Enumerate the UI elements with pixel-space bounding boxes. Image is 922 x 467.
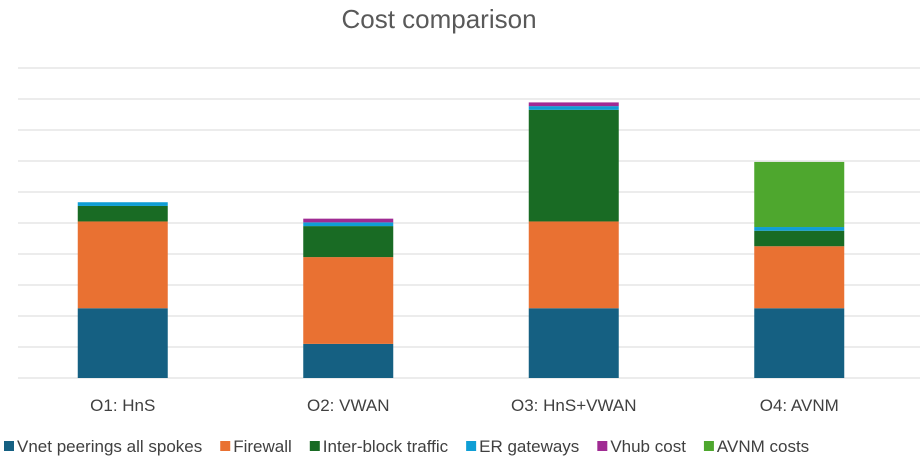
- bar-1-series-3: [303, 222, 394, 227]
- bar-1-series-2: [303, 226, 394, 258]
- bar-0-series-1: [77, 221, 168, 309]
- bar-2-series-2: [528, 109, 619, 222]
- x-axis-ticks: O1: HnS O2: VWAN O3: HnS+VWAN O4: AVNM: [90, 396, 839, 415]
- bar-3-series-5: [754, 161, 845, 228]
- chart-title: Cost comparison: [341, 4, 536, 34]
- legend-label-4: Vhub cost: [610, 437, 686, 456]
- bar-3-series-2: [754, 230, 845, 247]
- legend-swatch-3: [466, 441, 477, 451]
- bar-1-series-1: [303, 257, 394, 344]
- legend: Vnet peerings all spokes Firewall Inter-bl…: [4, 437, 809, 456]
- legend-label-2: Inter-block traffic: [323, 437, 449, 456]
- x-tick-label-2: O3: HnS+VWAN: [511, 396, 637, 415]
- bar-2-series-4: [528, 102, 619, 107]
- bar-3-series-0: [754, 308, 845, 378]
- bar-3-series-1: [754, 246, 845, 309]
- bar-0-series-0: [77, 308, 168, 378]
- x-tick-label-3: O4: AVNM: [760, 396, 839, 415]
- legend-label-3: ER gateways: [479, 437, 579, 456]
- x-tick-label-1: O2: VWAN: [307, 396, 390, 415]
- gridlines: [18, 67, 920, 379]
- x-tick-label-0: O1: HnS: [90, 396, 155, 415]
- bar-0-series-2: [77, 205, 168, 222]
- bar-3-series-3: [754, 227, 845, 231]
- bar-0-series-3: [77, 202, 168, 206]
- legend-swatch-5: [703, 441, 714, 451]
- legend-label-1: Firewall: [233, 437, 292, 456]
- bar-2-series-3: [528, 106, 619, 110]
- bar-2-series-1: [528, 221, 619, 309]
- legend-swatch-2: [309, 441, 320, 451]
- bars: [77, 102, 845, 378]
- legend-swatch-4: [597, 441, 608, 451]
- bar-2-series-0: [528, 308, 619, 378]
- bar-1-series-0: [303, 343, 394, 378]
- legend-label-0: Vnet peerings all spokes: [17, 437, 202, 456]
- legend-swatch-1: [220, 441, 231, 451]
- legend-label-5: AVNM costs: [717, 437, 809, 456]
- legend-swatch-0: [4, 441, 14, 451]
- bar-1-series-4: [303, 218, 394, 223]
